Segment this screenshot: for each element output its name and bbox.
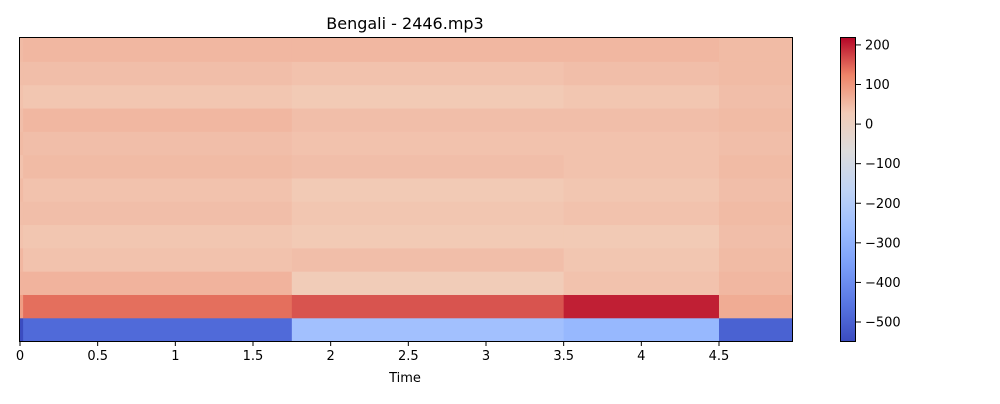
x-tick-label: 4	[637, 349, 645, 364]
heatmap-cell-s2-c1	[291, 294, 565, 319]
heatmap-cell-s1-c0	[23, 317, 293, 342]
heatmap-cell-s2-c4	[291, 224, 565, 249]
x-tick-label: 4.5	[709, 349, 730, 364]
heatmap-cell-s0-c12	[20, 38, 24, 62]
heatmap-cell-s0-c3	[20, 247, 24, 272]
heatmap-cell-s4-c12	[718, 38, 793, 62]
heatmap-cell-s4-c1	[718, 294, 793, 319]
heatmap-cell-s0-c1	[20, 294, 24, 319]
x-tick-label: 2	[327, 349, 335, 364]
heatmap-cell-s1-c6	[23, 177, 293, 202]
heatmap-cell-s0-c9	[20, 107, 24, 132]
heatmap-cell-s2-c11	[291, 61, 565, 86]
x-tick-label: 1.5	[243, 349, 264, 364]
heatmap-cell-s0-c7	[20, 154, 24, 179]
heatmap-cell-s0-c0	[20, 317, 24, 342]
colorbar-tick-label: −200	[865, 197, 901, 212]
heatmap-cell-s0-c8	[20, 131, 24, 156]
heatmap-cell-s2-c7	[291, 154, 565, 179]
colorbar-tick-label: −400	[865, 276, 901, 291]
heatmap-cell-s2-c0	[291, 317, 565, 342]
heatmap-cell-s0-c4	[20, 224, 24, 249]
heatmap-cell-s3-c0	[563, 317, 720, 342]
heatmap-cell-s0-c5	[20, 201, 24, 226]
heatmap-cell-s4-c8	[718, 131, 793, 156]
heatmap-cell-s4-c4	[718, 224, 793, 249]
colorbar-tick-label: −300	[865, 236, 901, 251]
heatmap-cell-s3-c11	[563, 61, 720, 86]
heatmap-cell-s2-c6	[291, 177, 565, 202]
heatmap	[20, 38, 793, 342]
heatmap-cell-s0-c10	[20, 84, 24, 109]
x-axis: 0 0.5 1 1.5 2 2.5 3 3.5 4 4.5	[16, 341, 730, 364]
heatmap-cell-s3-c2	[563, 271, 720, 295]
heatmap-cell-s2-c9	[291, 107, 565, 132]
x-tick-label: 1	[171, 349, 179, 364]
heatmap-cell-s1-c8	[23, 131, 293, 156]
x-tick-label: 3	[482, 349, 490, 364]
heatmap-cell-s1-c3	[23, 247, 293, 272]
heatmap-cell-s0-c11	[20, 61, 24, 86]
heatmap-cell-s2-c5	[291, 201, 565, 226]
heatmap-cell-s1-c7	[23, 154, 293, 179]
colorbar-axis: 200 100 0 −100 −200 −300 −400 −500	[856, 38, 901, 331]
heatmap-cell-s0-c6	[20, 177, 24, 202]
heatmap-cell-s1-c12	[23, 38, 293, 62]
colorbar-tick-label: 0	[865, 118, 873, 133]
heatmap-cell-s1-c1	[23, 294, 293, 319]
heatmap-cell-s3-c4	[563, 224, 720, 249]
chart-title: Bengali - 2446.mp3	[326, 14, 483, 33]
heatmap-cell-s1-c5	[23, 201, 293, 226]
plot-frame	[19, 37, 793, 342]
heatmap-cell-s3-c7	[563, 154, 720, 179]
x-tick-label: 0	[16, 349, 24, 364]
heatmap-cell-s3-c10	[563, 84, 720, 109]
heatmap-cell-s0-c2	[20, 271, 24, 295]
colorbar-tick-label: −100	[865, 157, 901, 172]
heatmap-cell-s4-c9	[718, 107, 793, 132]
heatmap-cell-s4-c10	[718, 84, 793, 109]
heatmap-cell-s3-c9	[563, 107, 720, 132]
heatmap-cell-s3-c1	[563, 294, 720, 319]
x-tick-label: 2.5	[398, 349, 419, 364]
heatmap-cell-s4-c2	[718, 271, 793, 295]
heatmap-cell-s1-c9	[23, 107, 293, 132]
x-axis-label: Time	[388, 371, 421, 386]
heatmap-cell-s1-c10	[23, 84, 293, 109]
heatmap-cell-s1-c2	[23, 271, 293, 295]
heatmap-cell-s2-c10	[291, 84, 565, 109]
heatmap-cell-s1-c11	[23, 61, 293, 86]
heatmap-cell-s4-c3	[718, 247, 793, 272]
heatmap-cell-s4-c5	[718, 201, 793, 226]
heatmap-cell-s4-c11	[718, 61, 793, 86]
colorbar-tick-label: −500	[865, 316, 901, 331]
x-tick-label: 0.5	[87, 349, 108, 364]
heatmap-cell-s4-c0	[718, 317, 793, 342]
x-tick-label: 3.5	[553, 349, 574, 364]
colorbar-frame	[840, 37, 856, 342]
heatmap-cell-s2-c12	[291, 38, 565, 62]
heatmap-cell-s2-c8	[291, 131, 565, 156]
heatmap-cell-s4-c6	[718, 177, 793, 202]
heatmap-cell-s3-c12	[563, 38, 720, 62]
heatmap-cell-s2-c2	[291, 271, 565, 295]
heatmap-cell-s4-c7	[718, 154, 793, 179]
heatmap-cell-s3-c6	[563, 177, 720, 202]
heatmap-cell-s3-c8	[563, 131, 720, 156]
heatmap-cell-s1-c4	[23, 224, 293, 249]
heatmap-cell-s2-c3	[291, 247, 565, 272]
colorbar-tick-label: 100	[865, 78, 890, 93]
heatmap-cell-s3-c3	[563, 247, 720, 272]
colorbar	[840, 37, 856, 341]
colorbar-tick-label: 200	[865, 38, 890, 53]
heatmap-cell-s3-c5	[563, 201, 720, 226]
